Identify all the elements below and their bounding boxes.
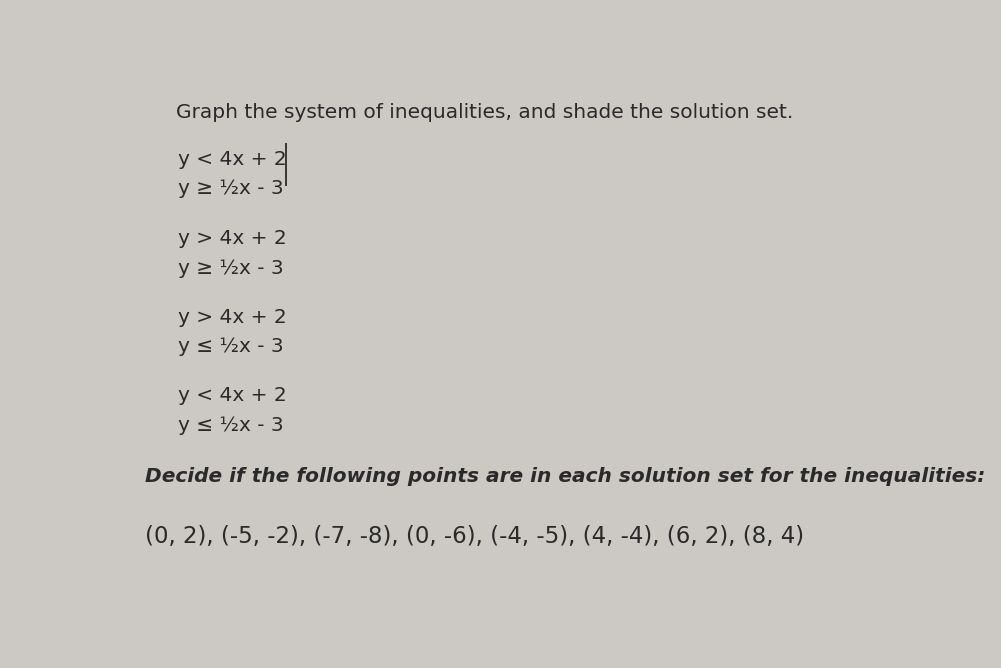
- Text: Decide if the following points are in each solution set for the inequalities:: Decide if the following points are in ea…: [144, 467, 985, 486]
- Text: y ≥ ½x - 3: y ≥ ½x - 3: [178, 259, 283, 278]
- Text: y < 4x + 2: y < 4x + 2: [178, 150, 286, 168]
- Text: Graph the system of inequalities, and shade the solution set.: Graph the system of inequalities, and sh…: [175, 104, 793, 122]
- Text: y > 4x + 2: y > 4x + 2: [178, 307, 286, 327]
- Text: y > 4x + 2: y > 4x + 2: [178, 229, 286, 248]
- Text: y < 4x + 2: y < 4x + 2: [178, 386, 286, 405]
- Text: y ≤ ½x - 3: y ≤ ½x - 3: [178, 337, 283, 356]
- Text: (0, 2), (-5, -2), (-7, -8), (0, -6), (-4, -5), (4, -4), (6, 2), (8, 4): (0, 2), (-5, -2), (-7, -8), (0, -6), (-4…: [144, 525, 804, 548]
- Text: y ≤ ½x - 3: y ≤ ½x - 3: [178, 415, 283, 434]
- Text: y ≥ ½x - 3: y ≥ ½x - 3: [178, 179, 283, 198]
